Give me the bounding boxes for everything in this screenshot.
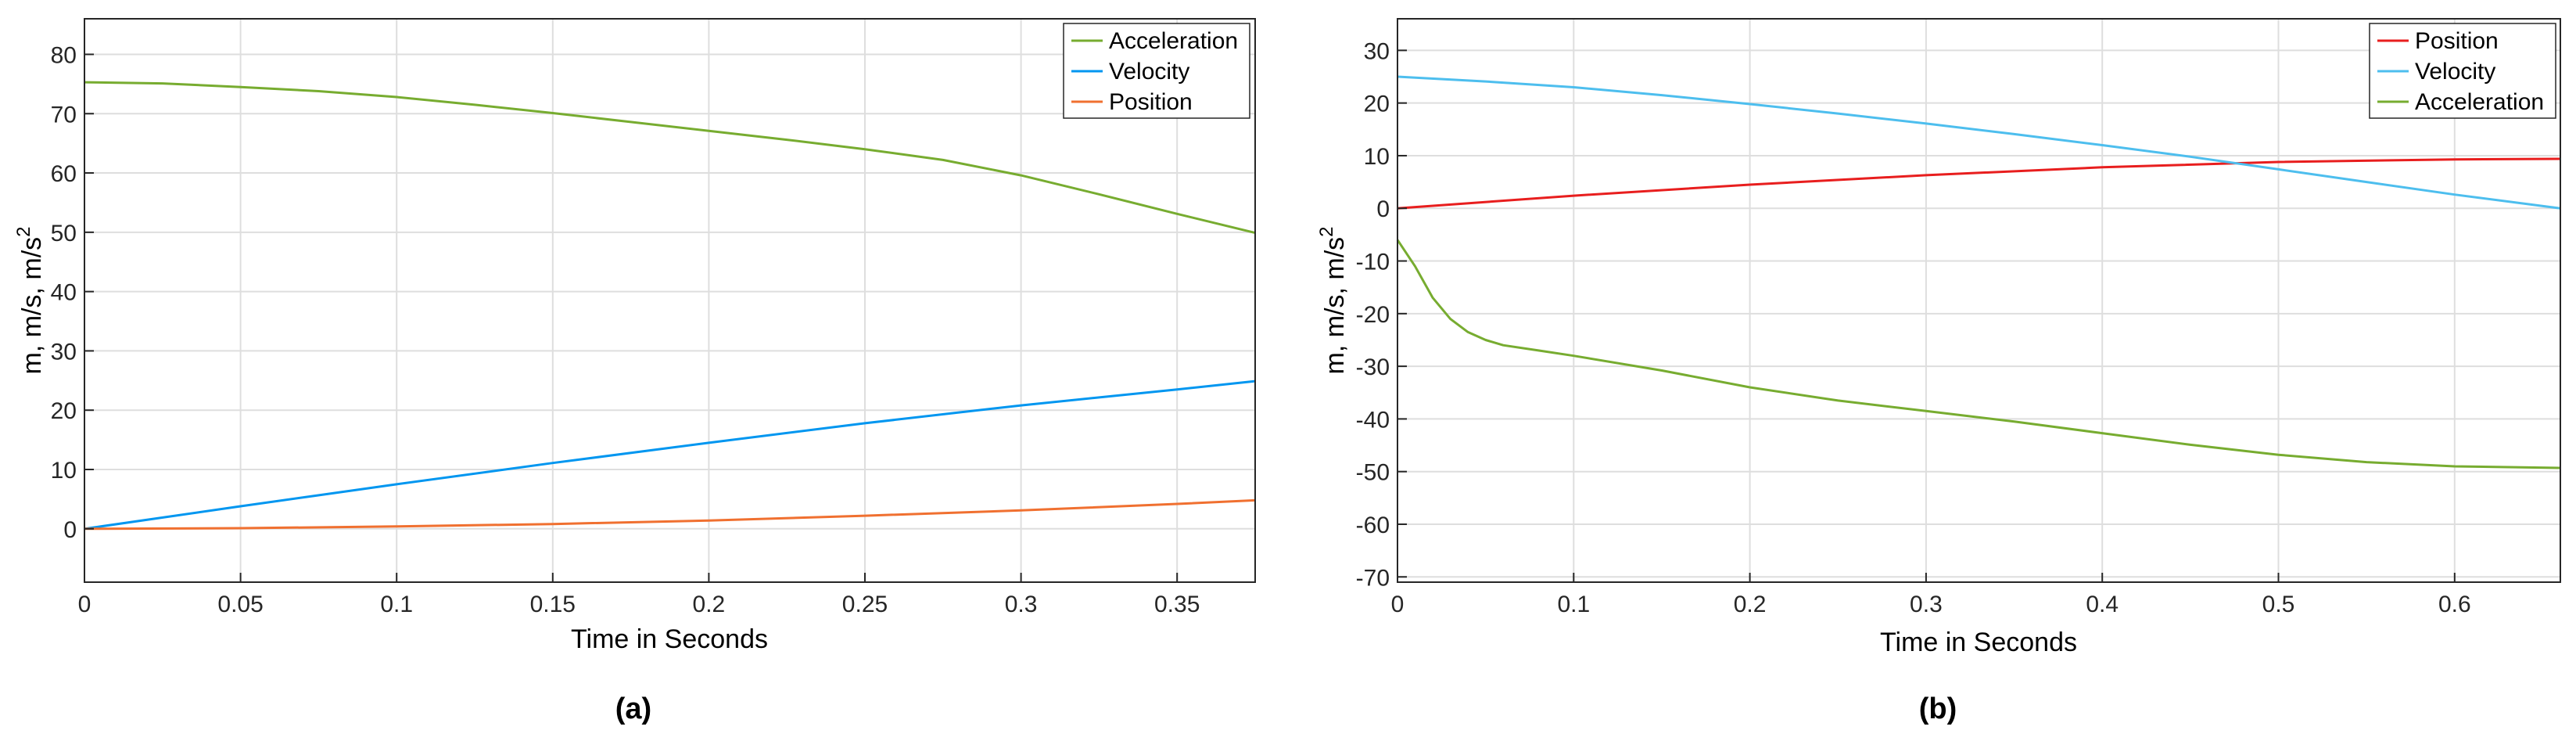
x-tick-label: 0.15 <box>530 592 576 617</box>
y-tick-label: 0 <box>1376 196 1390 222</box>
series-line-velocity <box>1397 75 2561 210</box>
x-tick-label: 0.6 <box>2438 592 2471 617</box>
y-tick-label: 30 <box>1364 38 1390 64</box>
x-axis-ticks-b: 0 0.1 0.2 0.3 0.4 0.5 0.6 <box>1391 573 2471 617</box>
plot-area-a <box>84 19 1255 582</box>
legend-item-label: Acceleration <box>2415 89 2544 115</box>
series-line-velocity <box>84 379 1256 531</box>
legend-b: Position Velocity Acceleration <box>2369 23 2556 119</box>
y-tick-label: 20 <box>51 398 77 424</box>
x-tick-label: 0 <box>1391 592 1405 617</box>
y-tick-label: -40 <box>1356 407 1390 433</box>
y-tick-label: 50 <box>51 221 77 246</box>
legend-item-label: Acceleration <box>1109 28 1238 54</box>
plot-area-b <box>1397 19 2560 582</box>
plot-frame-a <box>84 18 1256 583</box>
y-tick-label: -60 <box>1356 513 1390 538</box>
y-axis-label-b: m, m/s, m/s2 <box>1316 226 1350 374</box>
x-tick-label: 0.3 <box>1005 592 1038 617</box>
x-tick-label: 0.5 <box>2262 592 2295 617</box>
chart-panel-b: 0 0.1 0.2 0.3 0.4 0.5 0.6 -70 -60 -50 -40 -30 -20 -1… <box>1316 18 2561 725</box>
x-axis-label-b: Time in Seconds <box>1880 628 2077 657</box>
series-lines-a <box>84 81 1256 531</box>
y-tick-label: -10 <box>1356 250 1390 275</box>
x-tick-label: 0 <box>78 592 91 617</box>
x-tick-label: 0.2 <box>693 592 726 617</box>
x-tick-label: 0.4 <box>2086 592 2119 617</box>
gridlines-b <box>1397 19 2560 582</box>
chart-panel-a: 0 0.05 0.1 0.15 0.2 0.25 0.3 0.35 0 10 20 30 40 50 60… <box>13 18 1256 725</box>
x-tick-label: 0.05 <box>217 592 263 617</box>
legend-item-label: Position <box>2415 28 2499 54</box>
plot-frame-b <box>1397 18 2561 583</box>
x-tick-label: 0.25 <box>842 592 888 617</box>
y-tick-label: 0 <box>63 517 77 543</box>
y-tick-label: 30 <box>51 339 77 365</box>
legend-a: Acceleration Velocity Position <box>1063 23 1250 119</box>
series-lines-b <box>1396 75 2561 469</box>
x-tick-label: 0.2 <box>1734 592 1767 617</box>
x-tick-label: 0.35 <box>1154 592 1200 617</box>
y-axis-ticks-a: 0 10 20 30 40 50 60 70 80 <box>51 42 94 543</box>
x-tick-label: 0.1 <box>380 592 413 617</box>
x-tick-label: 0.3 <box>1910 592 1943 617</box>
y-tick-label: -30 <box>1356 354 1390 380</box>
y-tick-label: 70 <box>51 102 77 128</box>
y-tick-label: -20 <box>1356 302 1390 328</box>
series-line-acceleration <box>84 81 1256 235</box>
y-axis-label-a: m, m/s, m/s2 <box>13 226 47 374</box>
y-tick-label: 10 <box>51 458 77 484</box>
y-tick-label: 20 <box>1364 92 1390 117</box>
series-line-position <box>84 498 1256 531</box>
panel-label-b: (b) <box>1919 692 1957 725</box>
legend-item-label: Velocity <box>2415 59 2495 85</box>
series-line-position <box>1397 157 2561 210</box>
y-tick-label: -50 <box>1356 460 1390 486</box>
y-tick-label: -70 <box>1356 565 1390 591</box>
panel-label-a: (a) <box>615 692 651 725</box>
x-axis-ticks-a: 0 0.05 0.1 0.15 0.2 0.25 0.3 0.35 <box>78 573 1200 617</box>
series-line-acceleration <box>1396 239 2561 469</box>
y-tick-label: 60 <box>51 161 77 187</box>
legend-item-label: Position <box>1109 89 1193 115</box>
y-tick-label: 40 <box>51 280 77 306</box>
x-axis-label-a: Time in Seconds <box>571 624 768 654</box>
y-tick-label: 80 <box>51 42 77 68</box>
legend-item-label: Velocity <box>1109 59 1189 85</box>
y-tick-label: 10 <box>1364 144 1390 170</box>
y-axis-ticks-b: -70 -60 -50 -40 -30 -20 -10 0 10 20 30 <box>1356 38 1407 591</box>
x-tick-label: 0.1 <box>1557 592 1590 617</box>
